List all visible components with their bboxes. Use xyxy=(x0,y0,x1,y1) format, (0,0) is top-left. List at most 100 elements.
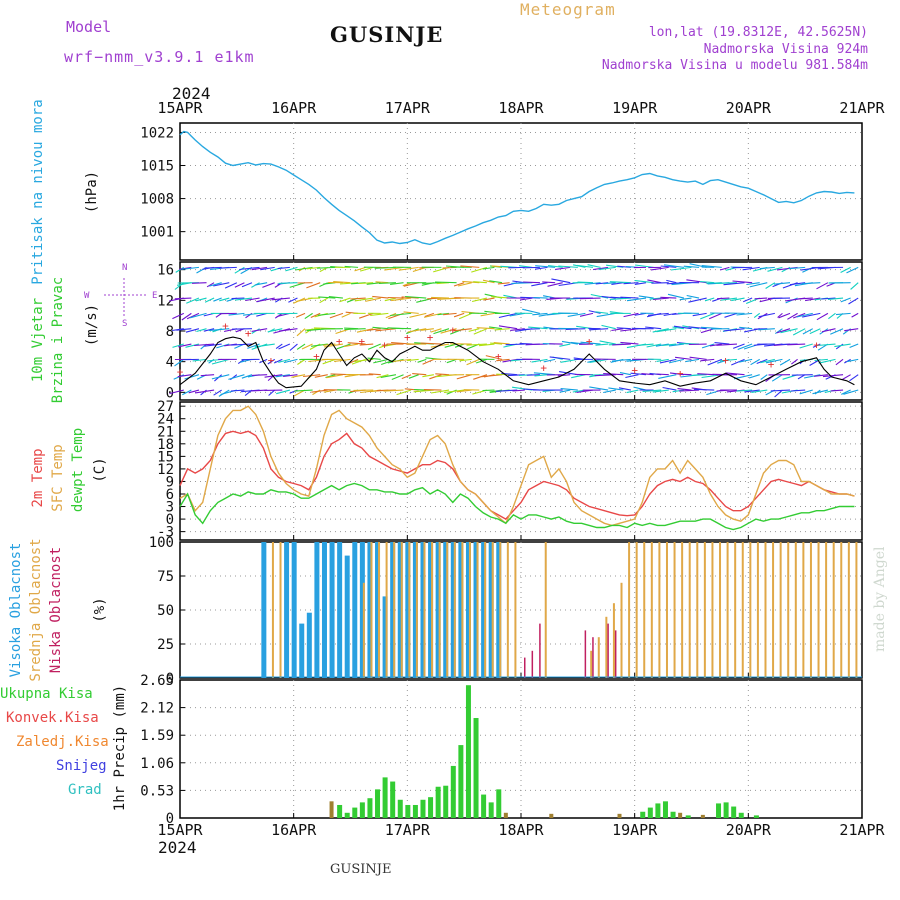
wind-barb xyxy=(611,328,624,332)
bar-total-precip xyxy=(450,765,456,818)
wind-barb xyxy=(660,296,677,299)
wind-barb xyxy=(688,297,707,303)
wind-barb xyxy=(177,374,192,378)
wind-barb xyxy=(495,389,518,392)
bar-mid-cloud xyxy=(673,542,676,678)
wind-barb xyxy=(482,266,495,270)
wind-barb xyxy=(700,312,715,320)
wind-barb xyxy=(792,328,806,336)
bar-mid-cloud xyxy=(665,542,668,678)
wind-barb xyxy=(301,343,313,350)
wind-barb xyxy=(505,343,525,346)
bar-mid-cloud xyxy=(468,542,471,678)
wind-barb xyxy=(230,389,245,392)
wind-barb xyxy=(551,278,571,284)
bar-total-precip xyxy=(685,815,691,818)
wind-barb xyxy=(519,297,533,301)
wind-barb xyxy=(642,389,662,392)
wind-barb xyxy=(595,311,609,314)
wind-barb xyxy=(559,389,571,393)
wind-barb xyxy=(774,282,791,285)
wind-barb xyxy=(489,280,503,284)
wind-barb xyxy=(779,358,791,366)
wind-barb xyxy=(230,343,253,346)
bar-mid-cloud xyxy=(620,582,623,678)
bar-mid-cloud xyxy=(628,542,631,678)
bar-mid-cloud xyxy=(362,582,365,678)
bar-mid-cloud xyxy=(840,542,843,678)
wind-barb xyxy=(360,266,374,272)
y-tick-label: 25 xyxy=(157,637,174,653)
gust-marker: + xyxy=(404,331,411,344)
gust-marker: + xyxy=(722,354,729,367)
bar-total-precip xyxy=(375,789,381,818)
wind-barb xyxy=(254,282,268,286)
wind-barb xyxy=(557,374,571,377)
meteogram-label: Meteogram xyxy=(520,0,616,19)
wind-barb xyxy=(719,266,730,271)
wind-barb xyxy=(483,297,495,301)
wind-barb xyxy=(322,358,336,365)
wind-barb xyxy=(750,358,760,366)
bar-high-cloud xyxy=(412,542,418,678)
bar-mid-cloud xyxy=(271,542,274,678)
wind-barb xyxy=(611,358,631,362)
wind-barb xyxy=(647,312,669,316)
wind-barb xyxy=(434,281,457,284)
bar-total-precip xyxy=(662,801,668,818)
bar-mid-cloud xyxy=(415,542,418,678)
wind-barb xyxy=(271,297,290,301)
wind-barb xyxy=(802,312,821,318)
bar-high-cloud xyxy=(291,542,297,678)
x-tick-label-top: 20APR xyxy=(726,99,772,117)
x-tick-label-top: 16APR xyxy=(271,99,317,117)
wind-barb xyxy=(344,265,359,268)
wind-barb xyxy=(787,312,798,320)
bar-mid-cloud xyxy=(476,542,479,678)
bar-high-cloud xyxy=(284,542,290,678)
wind-barb xyxy=(341,312,351,318)
wind-barb xyxy=(333,281,351,284)
bar-high-cloud xyxy=(261,542,267,678)
wind-barb xyxy=(407,328,427,333)
bar-mid-cloud xyxy=(696,542,699,678)
wind-barb xyxy=(367,343,382,350)
bar-mid-cloud xyxy=(438,542,441,678)
wind-barb xyxy=(683,265,700,268)
wind-barb xyxy=(316,266,336,269)
wind-barb xyxy=(481,374,503,378)
wind-barb xyxy=(247,343,260,349)
ylabel-mid-cloud: Srednja Oblacnost xyxy=(28,538,44,681)
wind-barb xyxy=(512,280,525,284)
series-line-pressure xyxy=(179,130,855,246)
wind-barb xyxy=(224,282,238,289)
model-label: Model xyxy=(66,18,112,36)
wind-barb xyxy=(656,328,677,333)
wind-barb xyxy=(555,266,571,270)
wind-barb xyxy=(738,358,753,363)
wind-direction-legend: N E S W xyxy=(84,263,157,329)
wind-barb xyxy=(805,297,821,302)
wind-barb xyxy=(405,295,427,299)
wind-barb xyxy=(623,312,639,318)
wind-barb xyxy=(717,297,730,300)
bar-high-cloud xyxy=(443,542,449,678)
wind-barb xyxy=(336,343,351,350)
wind-barb xyxy=(319,297,329,304)
wind-barb xyxy=(616,327,631,330)
wind-barb xyxy=(714,342,730,345)
y-tick-label: 12 xyxy=(157,293,174,309)
bar-mid-cloud xyxy=(703,542,706,678)
wind-barb xyxy=(311,389,328,393)
wind-barb xyxy=(620,341,639,345)
wind-barb xyxy=(849,343,859,349)
wind-legend-e: E xyxy=(152,291,157,301)
bar-mid-cloud xyxy=(855,542,858,678)
wind-barb xyxy=(365,297,381,302)
wind-barb xyxy=(443,389,465,394)
wind-barb xyxy=(796,312,813,318)
wind-barb xyxy=(443,312,457,316)
wind-barb xyxy=(737,343,753,351)
wind-barb xyxy=(535,266,548,270)
y-tick-label: 27 xyxy=(157,399,174,415)
